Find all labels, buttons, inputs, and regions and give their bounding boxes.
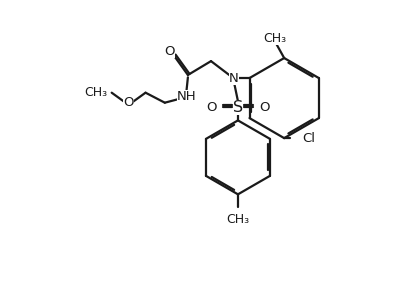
Text: O: O bbox=[124, 96, 134, 109]
Text: NH: NH bbox=[177, 90, 196, 103]
Text: O: O bbox=[164, 45, 175, 58]
Text: N: N bbox=[229, 71, 239, 85]
Text: CH₃: CH₃ bbox=[263, 32, 286, 44]
Text: Cl: Cl bbox=[303, 132, 315, 145]
Text: CH₃: CH₃ bbox=[226, 213, 249, 226]
Text: O: O bbox=[259, 101, 269, 114]
Text: S: S bbox=[233, 100, 243, 115]
Text: CH₃: CH₃ bbox=[84, 86, 107, 99]
Text: O: O bbox=[207, 101, 217, 114]
